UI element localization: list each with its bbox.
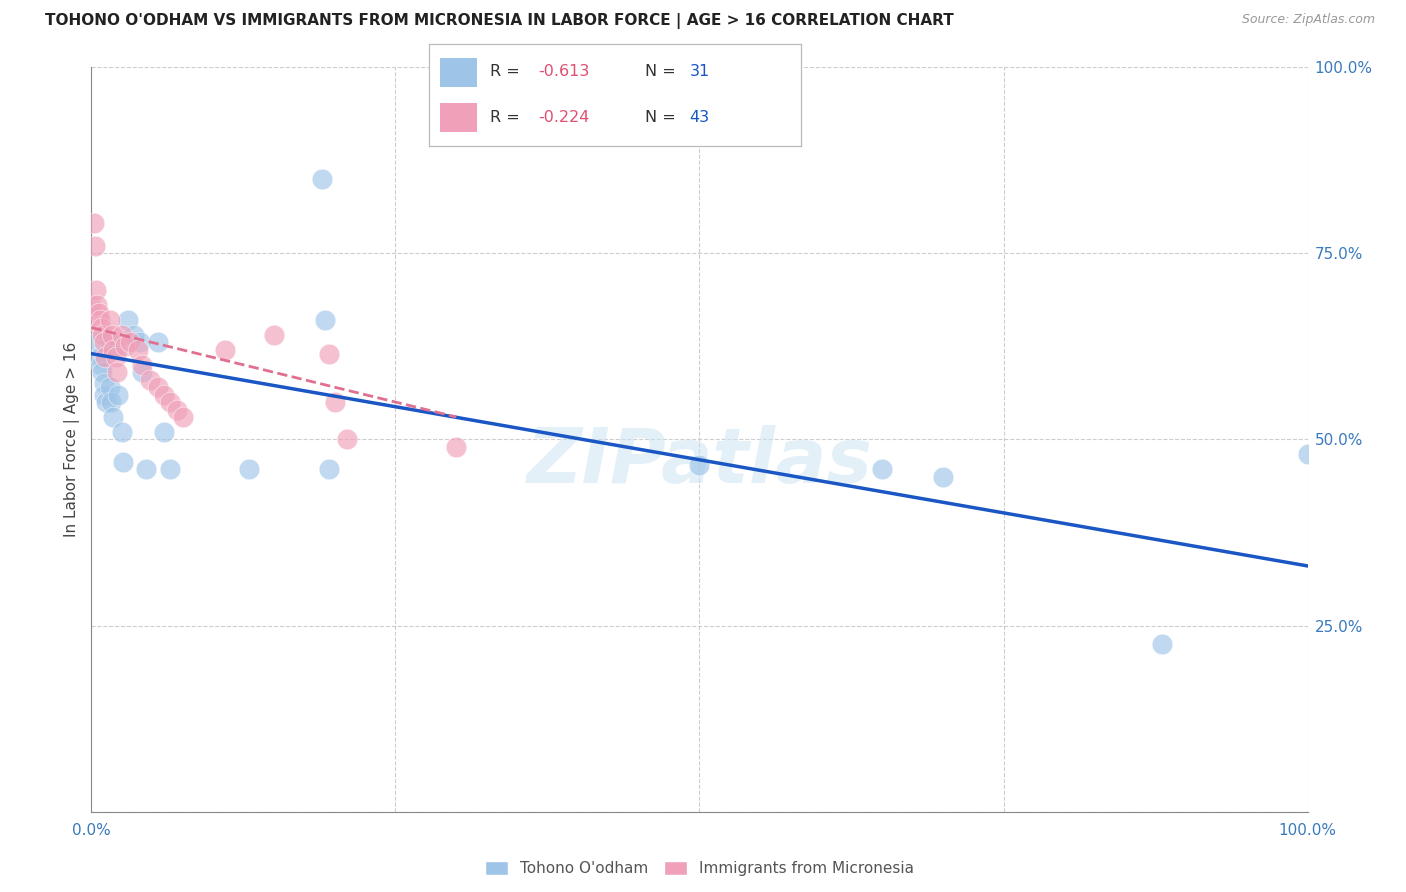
Point: [91, 328, 114, 343]
Point: [98, 335, 121, 350]
Point: [80, 298, 103, 312]
Point: [93, 335, 115, 350]
Point: [89, 351, 111, 365]
Point: [688, 458, 710, 473]
Point: [103, 343, 125, 357]
Point: [84, 284, 107, 298]
Text: -0.613: -0.613: [538, 64, 591, 78]
Point: [117, 313, 139, 327]
Point: [86, 298, 108, 312]
Text: ZIPatlas: ZIPatlas: [526, 425, 873, 499]
Point: [90, 320, 112, 334]
Bar: [440, 58, 477, 87]
Point: [131, 358, 153, 372]
Point: [172, 409, 194, 424]
Text: 43: 43: [690, 110, 710, 125]
Point: [153, 425, 176, 439]
Text: 31: 31: [690, 64, 710, 78]
Point: [127, 343, 149, 357]
Bar: [440, 103, 477, 132]
Point: [98, 380, 121, 394]
Point: [98, 313, 121, 327]
Point: [91, 365, 114, 379]
Text: N =: N =: [645, 110, 681, 125]
Text: N =: N =: [645, 64, 681, 78]
Point: [318, 346, 340, 360]
Point: [87, 306, 110, 320]
Point: [100, 395, 122, 409]
Point: [84, 238, 107, 252]
Text: Source: ZipAtlas.com: Source: ZipAtlas.com: [1241, 13, 1375, 27]
Point: [93, 376, 115, 391]
Point: [238, 462, 260, 476]
Point: [153, 387, 176, 401]
Point: [94, 395, 117, 409]
Point: [129, 335, 152, 350]
Point: [83, 216, 105, 230]
Point: [103, 409, 125, 424]
Point: [111, 425, 134, 439]
Point: [89, 313, 111, 327]
Point: [105, 365, 128, 379]
Point: [1150, 637, 1173, 651]
Point: [93, 387, 115, 401]
Point: [870, 462, 893, 476]
Text: -0.224: -0.224: [538, 110, 591, 125]
Point: [111, 455, 134, 469]
Point: [311, 171, 333, 186]
Point: [120, 335, 142, 350]
Text: TOHONO O'ODHAM VS IMMIGRANTS FROM MICRONESIA IN LABOR FORCE | AGE > 16 CORRELATI: TOHONO O'ODHAM VS IMMIGRANTS FROM MICRON…: [45, 13, 953, 29]
Point: [931, 469, 953, 483]
Point: [86, 335, 108, 350]
Point: [101, 328, 124, 343]
Point: [131, 365, 153, 379]
Point: [111, 328, 134, 343]
Point: [1296, 447, 1319, 461]
Point: [90, 358, 112, 372]
Point: [323, 395, 346, 409]
Point: [122, 328, 145, 343]
Text: R =: R =: [491, 110, 526, 125]
Point: [159, 462, 181, 476]
Point: [114, 339, 136, 353]
Point: [166, 402, 188, 417]
Point: [263, 328, 285, 343]
Point: [148, 335, 170, 350]
Point: [444, 440, 467, 454]
Point: [336, 433, 359, 447]
Point: [135, 462, 157, 476]
Point: [139, 373, 162, 387]
Point: [148, 380, 170, 394]
Legend: Tohono O'odham, Immigrants from Micronesia: Tohono O'odham, Immigrants from Micrones…: [479, 855, 920, 882]
Point: [107, 387, 129, 401]
Point: [314, 313, 336, 327]
Point: [104, 351, 127, 365]
Y-axis label: In Labor Force | Age > 16: In Labor Force | Age > 16: [65, 342, 80, 537]
Point: [159, 395, 181, 409]
Text: R =: R =: [491, 64, 526, 78]
Point: [214, 343, 236, 357]
Point: [94, 351, 117, 365]
Point: [318, 462, 340, 476]
Point: [104, 343, 127, 357]
